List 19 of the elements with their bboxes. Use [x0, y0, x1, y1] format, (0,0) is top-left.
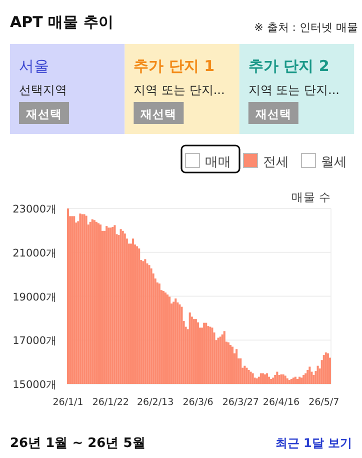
x-tick-label: 26/1/1: [52, 397, 84, 408]
x-tick-label: 26/5/7: [308, 397, 340, 408]
x-tick-label: 26/2/13: [137, 397, 174, 408]
y-tick-label: 21000개: [12, 247, 57, 260]
legend-label: 전세: [263, 155, 289, 170]
text: ※ 출처 : 인터넷 매물: [254, 21, 358, 34]
legend: 매매 전세 월세: [180, 144, 347, 174]
x-tick-label: 26/1/22: [92, 397, 129, 408]
text: 최근 1달 보기: [275, 436, 352, 450]
y-tick-label: 19000개: [12, 291, 57, 304]
x-tick-label: 26/3/27: [222, 397, 259, 408]
y-axis-title: 매물 수: [291, 190, 331, 204]
y-tick-label: 15000개: [12, 379, 57, 391]
y-tick-label: 23000개: [12, 204, 57, 216]
text: 26년 1월 ~ 26년 5월: [10, 436, 146, 451]
y-tick-label: 17000개: [12, 335, 57, 348]
x-tick-label: 26/3/6: [182, 397, 214, 408]
x-tick-label: 26/4/16: [262, 397, 300, 408]
chart-title: APT 매물 추이: [10, 13, 114, 31]
